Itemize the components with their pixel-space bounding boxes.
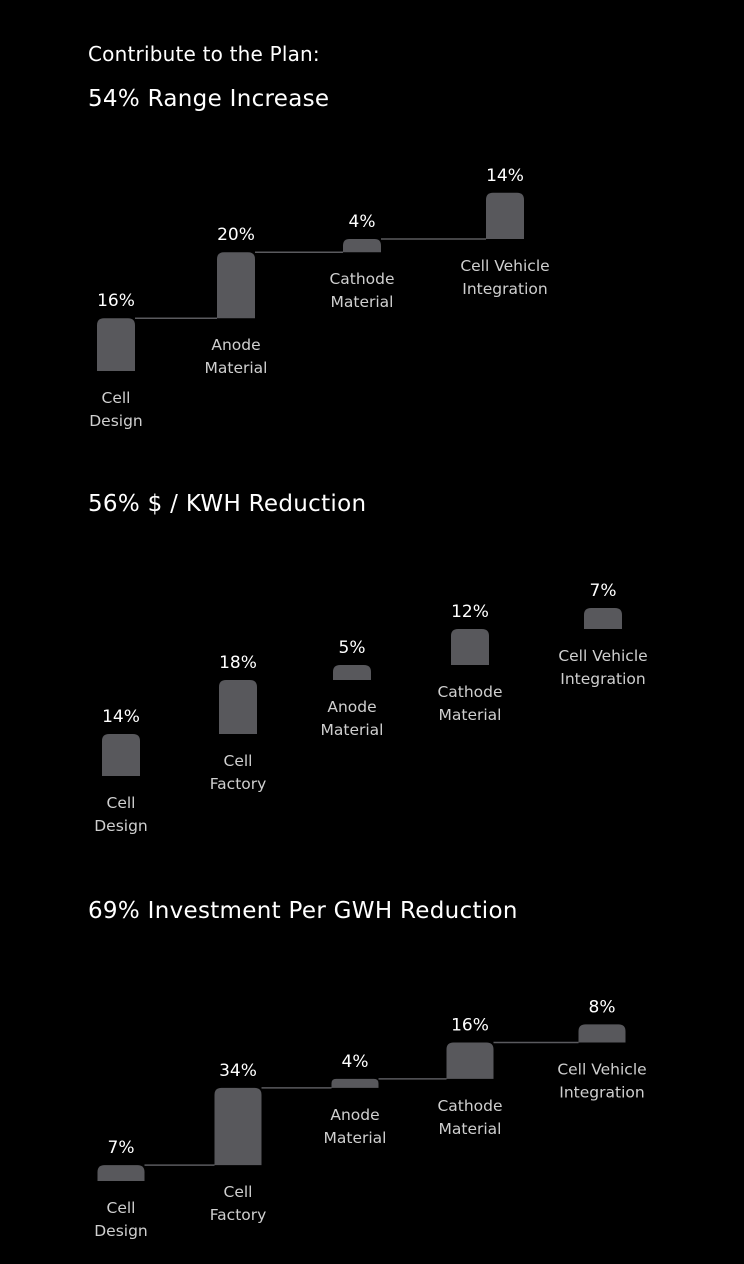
category-label: Material	[321, 721, 384, 739]
bar	[102, 734, 140, 776]
chart-3-title: 69% Investment Per GWH Reduction	[88, 898, 518, 924]
category-label: Cell Vehicle	[557, 1061, 646, 1079]
bar	[486, 192, 524, 239]
category-label: Design	[89, 412, 143, 430]
bar	[333, 665, 371, 680]
category-label: Material	[205, 359, 268, 377]
value-label: 20%	[217, 225, 255, 245]
value-label: 34%	[219, 1061, 257, 1081]
chart-2-title: 56% $ / KWH Reduction	[88, 491, 367, 517]
category-label: Material	[331, 293, 394, 311]
value-label: 7%	[590, 581, 617, 601]
category-label: Integration	[560, 670, 645, 688]
category-label: Cathode	[329, 270, 394, 288]
category-label: Material	[439, 1120, 502, 1138]
value-label: 4%	[349, 212, 376, 232]
value-label: 16%	[97, 291, 135, 311]
category-label: Anode	[211, 336, 260, 354]
category-label: Anode	[327, 698, 376, 716]
bar	[451, 629, 489, 665]
category-label: Integration	[462, 280, 547, 298]
page-heading: Contribute to the Plan:	[88, 42, 320, 66]
bar	[219, 680, 257, 734]
category-label: Design	[94, 817, 148, 835]
category-label: Integration	[559, 1084, 644, 1102]
bar	[331, 1078, 379, 1088]
value-label: 4%	[342, 1052, 369, 1072]
value-label: 16%	[451, 1016, 489, 1036]
category-label: Factory	[210, 775, 267, 793]
value-label: 18%	[219, 653, 257, 673]
value-label: 8%	[589, 997, 616, 1017]
category-label: Cell Vehicle	[558, 647, 647, 665]
category-label: Cell	[102, 389, 131, 407]
value-label: 14%	[102, 707, 140, 727]
value-label: 12%	[451, 602, 489, 622]
chart-1-title: 54% Range Increase	[88, 86, 330, 112]
category-label: Design	[94, 1222, 148, 1240]
value-label: 7%	[108, 1138, 135, 1158]
bar	[584, 608, 622, 629]
bar	[446, 1042, 494, 1079]
bar	[97, 1165, 145, 1181]
range-increase-chart: 16% Cell Design 20% Anode Material 4% Cathode Ma…	[89, 166, 549, 430]
category-label: Cell Vehicle	[460, 257, 549, 275]
category-label: Material	[439, 706, 502, 724]
category-label: Cell	[107, 1199, 136, 1217]
category-label: Cell	[224, 1183, 253, 1201]
category-label: Anode	[330, 1106, 379, 1124]
category-label: Cell	[107, 794, 136, 812]
category-label: Material	[324, 1129, 387, 1147]
category-label: Factory	[210, 1206, 267, 1224]
value-label: 5%	[339, 638, 366, 658]
bar	[214, 1087, 262, 1166]
bar	[97, 318, 135, 371]
bar	[217, 252, 255, 319]
value-label: 14%	[486, 166, 524, 186]
bar	[578, 1024, 626, 1043]
category-label: Cathode	[437, 683, 502, 701]
kwh-reduction-chart: 14% Cell Design 18% Cell Factory 5% Anode Materi…	[94, 581, 647, 835]
bar	[343, 239, 381, 253]
category-label: Cell	[224, 752, 253, 770]
category-label: Cathode	[437, 1097, 502, 1115]
